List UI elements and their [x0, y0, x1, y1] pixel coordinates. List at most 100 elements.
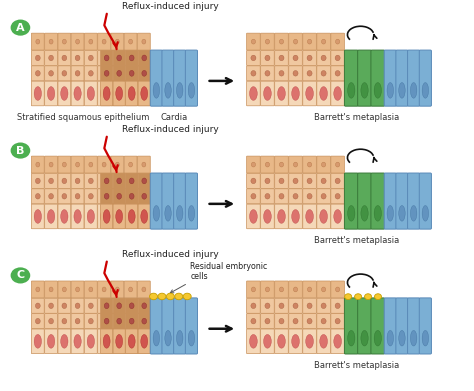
Ellipse shape	[249, 210, 257, 223]
FancyBboxPatch shape	[371, 50, 384, 106]
Ellipse shape	[128, 178, 133, 184]
Ellipse shape	[374, 83, 382, 98]
FancyBboxPatch shape	[111, 204, 124, 229]
FancyBboxPatch shape	[303, 298, 316, 313]
Ellipse shape	[128, 70, 133, 76]
FancyBboxPatch shape	[317, 281, 330, 298]
FancyBboxPatch shape	[358, 173, 372, 229]
FancyBboxPatch shape	[275, 189, 288, 204]
Ellipse shape	[36, 194, 40, 199]
Ellipse shape	[89, 178, 93, 184]
FancyBboxPatch shape	[246, 204, 260, 229]
FancyBboxPatch shape	[84, 189, 97, 204]
Ellipse shape	[165, 330, 171, 346]
Ellipse shape	[89, 55, 93, 61]
Ellipse shape	[75, 287, 80, 292]
Ellipse shape	[128, 87, 135, 100]
Ellipse shape	[292, 210, 300, 223]
FancyBboxPatch shape	[98, 33, 110, 50]
Ellipse shape	[117, 303, 121, 309]
Ellipse shape	[361, 206, 368, 221]
Ellipse shape	[89, 70, 93, 76]
Ellipse shape	[142, 287, 146, 292]
Ellipse shape	[115, 70, 120, 76]
FancyBboxPatch shape	[113, 81, 125, 106]
Ellipse shape	[320, 87, 328, 100]
FancyBboxPatch shape	[71, 33, 84, 50]
FancyBboxPatch shape	[289, 204, 302, 229]
FancyBboxPatch shape	[289, 329, 302, 353]
Ellipse shape	[142, 70, 146, 76]
FancyBboxPatch shape	[45, 50, 57, 65]
Ellipse shape	[103, 210, 110, 223]
FancyBboxPatch shape	[137, 156, 150, 173]
Ellipse shape	[347, 330, 355, 346]
FancyBboxPatch shape	[31, 33, 44, 50]
Text: Reflux-induced injury: Reflux-induced injury	[122, 125, 219, 134]
Ellipse shape	[36, 318, 40, 324]
FancyBboxPatch shape	[246, 66, 260, 81]
Ellipse shape	[36, 55, 40, 61]
Ellipse shape	[127, 87, 134, 100]
Ellipse shape	[62, 318, 67, 324]
FancyBboxPatch shape	[124, 204, 137, 229]
FancyBboxPatch shape	[126, 298, 138, 313]
Ellipse shape	[399, 83, 405, 98]
Ellipse shape	[335, 303, 340, 308]
FancyBboxPatch shape	[126, 314, 138, 329]
Ellipse shape	[142, 55, 146, 61]
FancyBboxPatch shape	[124, 314, 137, 329]
FancyBboxPatch shape	[45, 33, 57, 50]
Ellipse shape	[115, 178, 120, 184]
FancyBboxPatch shape	[275, 298, 288, 313]
FancyBboxPatch shape	[111, 329, 124, 353]
Ellipse shape	[141, 210, 148, 223]
FancyBboxPatch shape	[246, 156, 260, 173]
FancyBboxPatch shape	[71, 174, 84, 188]
FancyBboxPatch shape	[58, 189, 71, 204]
FancyBboxPatch shape	[98, 81, 110, 106]
FancyBboxPatch shape	[289, 314, 302, 329]
Ellipse shape	[399, 330, 405, 346]
FancyBboxPatch shape	[113, 329, 125, 353]
FancyBboxPatch shape	[98, 281, 110, 298]
Ellipse shape	[321, 318, 326, 324]
FancyBboxPatch shape	[84, 156, 97, 173]
FancyBboxPatch shape	[137, 329, 150, 353]
FancyBboxPatch shape	[331, 66, 345, 81]
FancyBboxPatch shape	[111, 314, 124, 329]
FancyBboxPatch shape	[275, 81, 288, 106]
Ellipse shape	[116, 87, 123, 100]
FancyBboxPatch shape	[58, 50, 71, 65]
FancyBboxPatch shape	[419, 50, 431, 106]
FancyBboxPatch shape	[138, 298, 150, 313]
FancyBboxPatch shape	[317, 314, 330, 329]
FancyBboxPatch shape	[31, 50, 44, 65]
FancyBboxPatch shape	[45, 314, 57, 329]
Circle shape	[10, 142, 30, 159]
FancyBboxPatch shape	[246, 174, 260, 188]
Ellipse shape	[321, 178, 326, 184]
Ellipse shape	[74, 87, 81, 100]
Ellipse shape	[47, 87, 55, 100]
FancyBboxPatch shape	[371, 173, 384, 229]
Ellipse shape	[104, 178, 109, 184]
Ellipse shape	[36, 70, 40, 76]
Ellipse shape	[117, 318, 121, 324]
Ellipse shape	[141, 55, 146, 61]
Ellipse shape	[61, 87, 68, 100]
FancyBboxPatch shape	[246, 314, 260, 329]
FancyBboxPatch shape	[126, 329, 138, 353]
FancyBboxPatch shape	[124, 329, 137, 353]
Ellipse shape	[410, 330, 417, 346]
FancyBboxPatch shape	[71, 156, 84, 173]
FancyBboxPatch shape	[126, 66, 138, 81]
FancyBboxPatch shape	[98, 189, 110, 204]
Circle shape	[166, 293, 174, 300]
FancyBboxPatch shape	[317, 50, 330, 65]
FancyBboxPatch shape	[396, 50, 408, 106]
FancyBboxPatch shape	[303, 50, 316, 65]
Ellipse shape	[307, 70, 312, 76]
FancyBboxPatch shape	[31, 204, 44, 229]
Ellipse shape	[36, 162, 40, 167]
